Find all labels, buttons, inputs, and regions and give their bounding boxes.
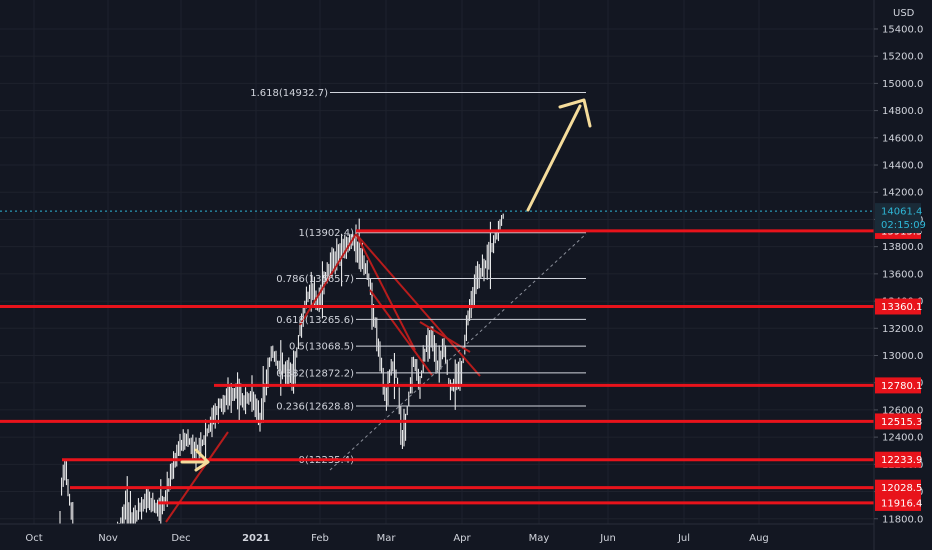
price-badges: 13915.513360.112780.112515.312233.912028…: [875, 203, 926, 511]
annotation-arrows: [180, 98, 592, 472]
price-level-badge: [875, 451, 921, 468]
countdown-timer: 02:15:09: [881, 220, 926, 231]
fib-level-label: 1.618(14932.7): [250, 88, 328, 99]
x-tick-label: Nov: [98, 533, 118, 544]
x-tick-label: May: [529, 533, 550, 544]
y-tick-label: 12400.0: [882, 433, 923, 444]
fib-trend-dashed: [329, 233, 587, 471]
x-tick-label: Jun: [599, 533, 616, 544]
x-tick-label: 2021: [242, 533, 270, 544]
y-tick-label: 14400.0: [882, 161, 923, 172]
projection-arrow-shaft: [526, 104, 582, 212]
x-tick-label: Dec: [171, 533, 190, 544]
y-tick-label: 14800.0: [882, 106, 923, 117]
y-tick-label: 14200.0: [882, 188, 923, 199]
entry-arrow-head: [194, 448, 210, 472]
trend-line: [419, 321, 471, 353]
price-level-badge-label: 12515.3: [881, 417, 922, 428]
x-tick-label: Jul: [677, 533, 690, 544]
y-tick-label: 15000.0: [882, 79, 923, 90]
price-level-badge-label: 12028.5: [881, 483, 922, 494]
price-level-badge-label: 12780.1: [881, 381, 922, 392]
y-tick-label: 13600.0: [882, 269, 923, 280]
y-tick-label: 13000.0: [882, 351, 923, 362]
grid: [0, 0, 874, 524]
current-price-value: 14061.4: [881, 207, 922, 218]
x-tick-label: Oct: [25, 533, 42, 544]
price-level-badge: [875, 298, 921, 315]
y-tick-label: 15200.0: [882, 52, 923, 63]
fib-level-label: 0.382(12872.2): [276, 368, 354, 379]
support-resistance-levels: [0, 210, 874, 505]
fib-level-label: 0.786(13565.7): [276, 274, 354, 285]
projection-arrow-head: [558, 98, 592, 128]
x-tick-label: Feb: [311, 533, 329, 544]
fib-level-label: 0.618(13265.6): [276, 315, 354, 326]
trend-line: [299, 233, 357, 326]
fib-level-label: 0.5(13068.5): [289, 342, 354, 353]
y-tick-label: 12600.0: [882, 405, 923, 416]
price-level-badge-label: 11916.4: [881, 498, 922, 509]
time-axis[interactable]: Oct Nov Dec 2021 Feb Mar Apr May Jun Jul Aug: [25, 533, 768, 544]
current-price-badge: [875, 203, 921, 234]
fib-level-label: 1(13902.4): [298, 228, 354, 239]
trend-line: [369, 289, 433, 376]
trend-line: [165, 431, 229, 523]
currency-label: USD: [893, 8, 915, 19]
x-tick-label: Mar: [377, 533, 397, 544]
x-tick-label: Apr: [453, 533, 471, 544]
y-tick-label: 11800.0: [882, 514, 923, 525]
price-level-badge: [875, 377, 921, 394]
x-tick-label: Aug: [749, 533, 769, 544]
y-tick-label: 13800.0: [882, 242, 923, 253]
y-tick-label: 14600.0: [882, 133, 923, 144]
y-tick-label: 13200.0: [882, 324, 923, 335]
price-level-badge: [875, 494, 921, 511]
price-level-badge: [875, 413, 921, 430]
price-level-badge: [875, 479, 921, 496]
price-level-badge-label: 12233.9: [881, 455, 922, 466]
y-tick-label: 15400.0: [882, 24, 923, 35]
trend-line: [355, 233, 416, 351]
price-series: [59, 213, 504, 524]
fib-level-label: 0.236(12628.8): [276, 401, 354, 412]
price-level-badge-label: 13360.1: [881, 302, 922, 313]
